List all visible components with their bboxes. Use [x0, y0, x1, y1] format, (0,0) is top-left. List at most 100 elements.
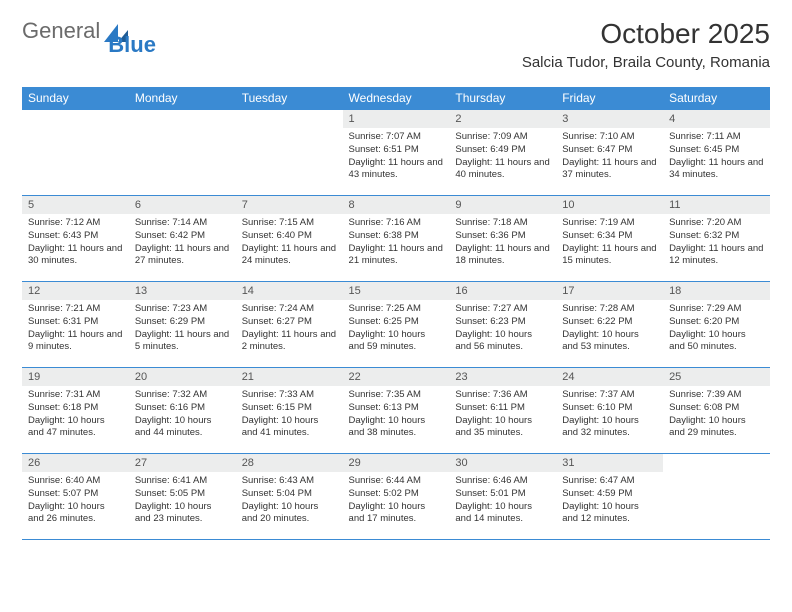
calendar-day-cell: 6Sunrise: 7:14 AMSunset: 6:42 PMDaylight… — [129, 196, 236, 282]
day-details: Sunrise: 7:11 AMSunset: 6:45 PMDaylight:… — [663, 128, 770, 188]
day-details: Sunrise: 7:31 AMSunset: 6:18 PMDaylight:… — [22, 386, 129, 446]
day-details: Sunrise: 7:25 AMSunset: 6:25 PMDaylight:… — [343, 300, 450, 360]
logo: General Blue — [22, 18, 156, 44]
day-details: Sunrise: 6:46 AMSunset: 5:01 PMDaylight:… — [449, 472, 556, 532]
calendar-week-row: 5Sunrise: 7:12 AMSunset: 6:43 PMDaylight… — [22, 196, 770, 282]
day-details: Sunrise: 7:28 AMSunset: 6:22 PMDaylight:… — [556, 300, 663, 360]
day-number: 4 — [663, 110, 770, 128]
calendar-day-cell: 28Sunrise: 6:43 AMSunset: 5:04 PMDayligh… — [236, 454, 343, 540]
calendar-body: 1Sunrise: 7:07 AMSunset: 6:51 PMDaylight… — [22, 110, 770, 540]
day-number: 23 — [449, 368, 556, 386]
day-number: 5 — [22, 196, 129, 214]
header: General Blue October 2025 Salcia Tudor, … — [22, 18, 770, 71]
day-number: 2 — [449, 110, 556, 128]
day-details: Sunrise: 7:07 AMSunset: 6:51 PMDaylight:… — [343, 128, 450, 188]
day-details: Sunrise: 7:39 AMSunset: 6:08 PMDaylight:… — [663, 386, 770, 446]
weekday-header: Monday — [129, 87, 236, 110]
calendar-day-cell: 21Sunrise: 7:33 AMSunset: 6:15 PMDayligh… — [236, 368, 343, 454]
day-details: Sunrise: 7:09 AMSunset: 6:49 PMDaylight:… — [449, 128, 556, 188]
calendar-day-cell: 31Sunrise: 6:47 AMSunset: 4:59 PMDayligh… — [556, 454, 663, 540]
day-number: 26 — [22, 454, 129, 472]
calendar-day-cell: 30Sunrise: 6:46 AMSunset: 5:01 PMDayligh… — [449, 454, 556, 540]
calendar-day-cell: 2Sunrise: 7:09 AMSunset: 6:49 PMDaylight… — [449, 110, 556, 196]
day-details: Sunrise: 7:27 AMSunset: 6:23 PMDaylight:… — [449, 300, 556, 360]
day-number: 6 — [129, 196, 236, 214]
day-number: 13 — [129, 282, 236, 300]
day-number: 10 — [556, 196, 663, 214]
day-number: 3 — [556, 110, 663, 128]
calendar-day-cell: 27Sunrise: 6:41 AMSunset: 5:05 PMDayligh… — [129, 454, 236, 540]
day-details: Sunrise: 7:14 AMSunset: 6:42 PMDaylight:… — [129, 214, 236, 274]
calendar-day-cell: 1Sunrise: 7:07 AMSunset: 6:51 PMDaylight… — [343, 110, 450, 196]
weekday-header: Friday — [556, 87, 663, 110]
title-block: October 2025 Salcia Tudor, Braila County… — [522, 18, 770, 71]
weekday-header: Tuesday — [236, 87, 343, 110]
logo-text-general: General — [22, 18, 100, 44]
day-number: 25 — [663, 368, 770, 386]
day-number: 28 — [236, 454, 343, 472]
day-details: Sunrise: 7:29 AMSunset: 6:20 PMDaylight:… — [663, 300, 770, 360]
calendar-day-cell: 29Sunrise: 6:44 AMSunset: 5:02 PMDayligh… — [343, 454, 450, 540]
day-details: Sunrise: 7:23 AMSunset: 6:29 PMDaylight:… — [129, 300, 236, 360]
calendar-day-cell: 25Sunrise: 7:39 AMSunset: 6:08 PMDayligh… — [663, 368, 770, 454]
calendar-day-cell — [129, 110, 236, 196]
day-number: 7 — [236, 196, 343, 214]
day-details: Sunrise: 7:10 AMSunset: 6:47 PMDaylight:… — [556, 128, 663, 188]
day-number: 30 — [449, 454, 556, 472]
calendar-day-cell: 12Sunrise: 7:21 AMSunset: 6:31 PMDayligh… — [22, 282, 129, 368]
day-details: Sunrise: 7:12 AMSunset: 6:43 PMDaylight:… — [22, 214, 129, 274]
day-number: 27 — [129, 454, 236, 472]
day-number: 16 — [449, 282, 556, 300]
day-number: 31 — [556, 454, 663, 472]
calendar-day-cell: 24Sunrise: 7:37 AMSunset: 6:10 PMDayligh… — [556, 368, 663, 454]
calendar-week-row: 26Sunrise: 6:40 AMSunset: 5:07 PMDayligh… — [22, 454, 770, 540]
day-number: 24 — [556, 368, 663, 386]
day-details: Sunrise: 6:43 AMSunset: 5:04 PMDaylight:… — [236, 472, 343, 532]
calendar-day-cell: 19Sunrise: 7:31 AMSunset: 6:18 PMDayligh… — [22, 368, 129, 454]
calendar-day-cell: 14Sunrise: 7:24 AMSunset: 6:27 PMDayligh… — [236, 282, 343, 368]
day-number: 22 — [343, 368, 450, 386]
day-number: 9 — [449, 196, 556, 214]
day-details: Sunrise: 6:41 AMSunset: 5:05 PMDaylight:… — [129, 472, 236, 532]
calendar-day-cell: 9Sunrise: 7:18 AMSunset: 6:36 PMDaylight… — [449, 196, 556, 282]
day-details: Sunrise: 7:19 AMSunset: 6:34 PMDaylight:… — [556, 214, 663, 274]
calendar-day-cell: 17Sunrise: 7:28 AMSunset: 6:22 PMDayligh… — [556, 282, 663, 368]
location: Salcia Tudor, Braila County, Romania — [522, 54, 770, 71]
day-details: Sunrise: 7:16 AMSunset: 6:38 PMDaylight:… — [343, 214, 450, 274]
calendar-day-cell: 10Sunrise: 7:19 AMSunset: 6:34 PMDayligh… — [556, 196, 663, 282]
day-number: 8 — [343, 196, 450, 214]
calendar-week-row: 19Sunrise: 7:31 AMSunset: 6:18 PMDayligh… — [22, 368, 770, 454]
day-details: Sunrise: 7:36 AMSunset: 6:11 PMDaylight:… — [449, 386, 556, 446]
calendar-week-row: 1Sunrise: 7:07 AMSunset: 6:51 PMDaylight… — [22, 110, 770, 196]
weekday-header: Saturday — [663, 87, 770, 110]
weekday-header: Sunday — [22, 87, 129, 110]
calendar-day-cell: 8Sunrise: 7:16 AMSunset: 6:38 PMDaylight… — [343, 196, 450, 282]
day-number: 1 — [343, 110, 450, 128]
day-details: Sunrise: 7:35 AMSunset: 6:13 PMDaylight:… — [343, 386, 450, 446]
day-details: Sunrise: 6:44 AMSunset: 5:02 PMDaylight:… — [343, 472, 450, 532]
day-number: 17 — [556, 282, 663, 300]
logo-text-blue: Blue — [108, 32, 156, 58]
day-number: 29 — [343, 454, 450, 472]
day-details: Sunrise: 7:33 AMSunset: 6:15 PMDaylight:… — [236, 386, 343, 446]
calendar-day-cell: 15Sunrise: 7:25 AMSunset: 6:25 PMDayligh… — [343, 282, 450, 368]
weekday-header: Thursday — [449, 87, 556, 110]
day-number: 15 — [343, 282, 450, 300]
calendar-day-cell — [22, 110, 129, 196]
day-number: 19 — [22, 368, 129, 386]
day-number: 20 — [129, 368, 236, 386]
calendar-day-cell: 16Sunrise: 7:27 AMSunset: 6:23 PMDayligh… — [449, 282, 556, 368]
calendar-day-cell: 18Sunrise: 7:29 AMSunset: 6:20 PMDayligh… — [663, 282, 770, 368]
day-details: Sunrise: 7:37 AMSunset: 6:10 PMDaylight:… — [556, 386, 663, 446]
day-details: Sunrise: 7:32 AMSunset: 6:16 PMDaylight:… — [129, 386, 236, 446]
calendar-day-cell: 23Sunrise: 7:36 AMSunset: 6:11 PMDayligh… — [449, 368, 556, 454]
day-details: Sunrise: 6:40 AMSunset: 5:07 PMDaylight:… — [22, 472, 129, 532]
day-details: Sunrise: 7:15 AMSunset: 6:40 PMDaylight:… — [236, 214, 343, 274]
day-details: Sunrise: 7:24 AMSunset: 6:27 PMDaylight:… — [236, 300, 343, 360]
calendar-table: SundayMondayTuesdayWednesdayThursdayFrid… — [22, 87, 770, 540]
day-number: 11 — [663, 196, 770, 214]
calendar-day-cell — [663, 454, 770, 540]
calendar-day-cell: 26Sunrise: 6:40 AMSunset: 5:07 PMDayligh… — [22, 454, 129, 540]
calendar-day-cell: 20Sunrise: 7:32 AMSunset: 6:16 PMDayligh… — [129, 368, 236, 454]
page-title: October 2025 — [522, 18, 770, 50]
